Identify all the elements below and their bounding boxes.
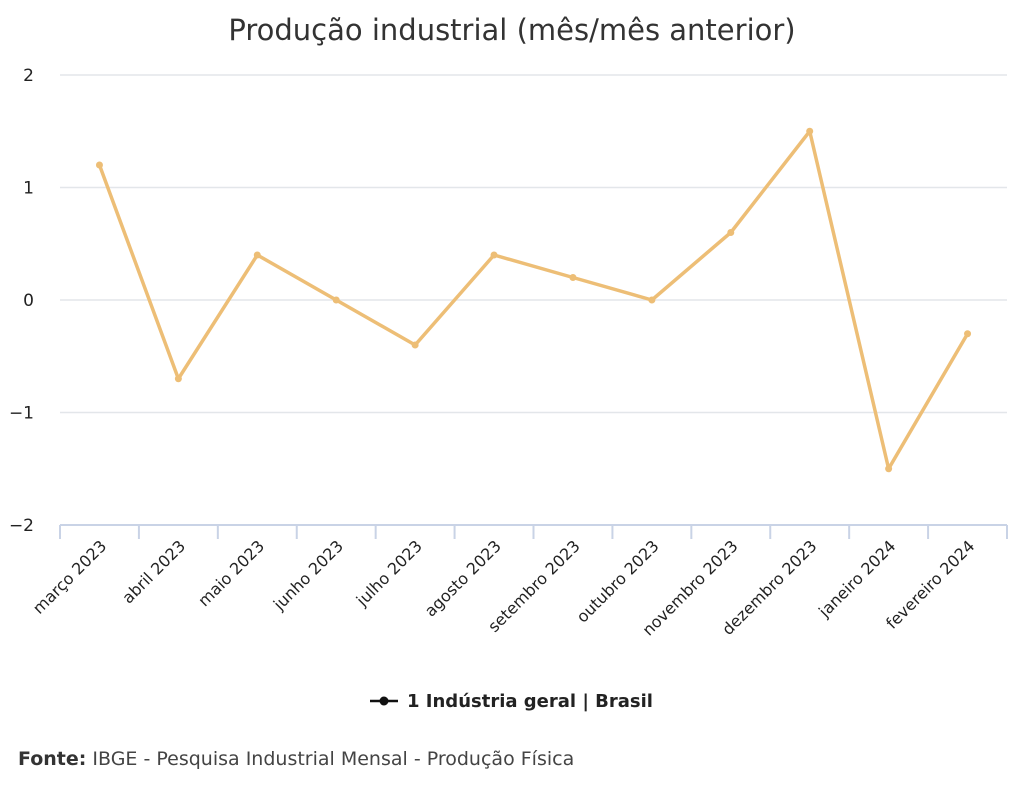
y-tick-label: 0: [23, 291, 34, 311]
y-axis-ticks: 2 1 0 −1 −2: [9, 66, 34, 536]
data-point[interactable]: [490, 251, 498, 259]
x-tick-label: janeiro 2024: [814, 536, 899, 621]
source-text: IBGE - Pesquisa Industrial Mensal - Prod…: [92, 748, 575, 770]
y-tick-label: −2: [9, 516, 34, 536]
legend[interactable]: 1 Indústria geral | Brasil: [370, 691, 653, 712]
data-point[interactable]: [332, 296, 340, 304]
x-tick-label: outubro 2023: [573, 536, 663, 626]
grid-lines: [60, 74, 1007, 414]
data-point[interactable]: [95, 161, 103, 169]
data-point[interactable]: [253, 251, 261, 259]
y-tick-label: 1: [23, 179, 34, 199]
data-point[interactable]: [648, 296, 656, 304]
x-tick-label: maio 2023: [194, 536, 268, 610]
data-point[interactable]: [964, 330, 972, 338]
series-path[interactable]: [97, 129, 970, 471]
x-tick-label: agosto 2023: [421, 536, 505, 620]
y-tick-label: 2: [23, 66, 34, 86]
data-point[interactable]: [727, 229, 735, 236]
source-note: Fonte: IBGE - Pesquisa Industrial Mensal…: [18, 748, 574, 770]
x-tick-label: junho 2023: [269, 536, 347, 614]
x-tick-label: julho 2023: [352, 536, 426, 610]
data-point[interactable]: [885, 465, 893, 473]
x-tick-label: março 2023: [29, 536, 110, 617]
data-point[interactable]: [569, 274, 577, 281]
data-point[interactable]: [174, 375, 182, 383]
data-point[interactable]: [806, 127, 814, 135]
chart-title: Produção industrial (mês/mês anterior): [228, 13, 795, 47]
y-tick-label: −1: [9, 404, 34, 424]
x-axis: março 2023 abril 2023 maio 2023 junho 2023 j…: [29, 524, 1008, 639]
x-tick-label: abril 2023: [118, 536, 189, 607]
legend-item-label[interactable]: 1 Indústria geral | Brasil: [407, 691, 653, 712]
series-line[interactable]: [95, 127, 972, 473]
legend-marker-icon: [379, 696, 389, 706]
source-label: Fonte:: [18, 748, 87, 770]
data-point[interactable]: [411, 341, 419, 349]
